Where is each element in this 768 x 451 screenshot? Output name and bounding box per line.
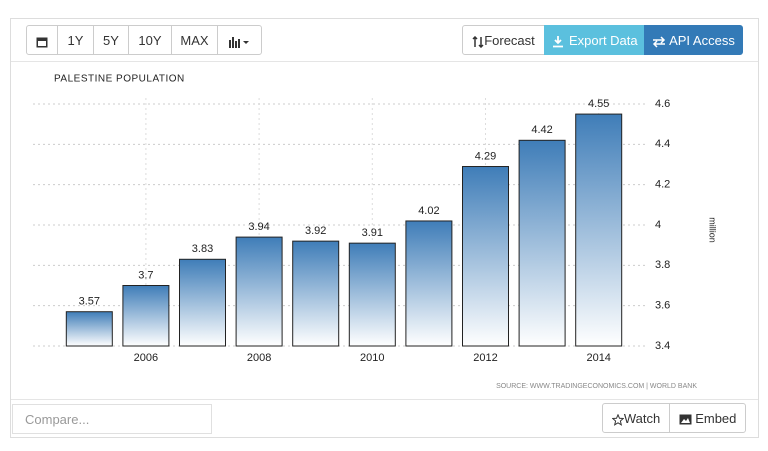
button-label: Embed [695, 411, 737, 426]
button-label: Forecast [484, 33, 535, 48]
export-button[interactable]: Export Data [544, 25, 645, 55]
chart-type-button[interactable] [217, 25, 262, 55]
data-label: 3.83 [192, 243, 213, 255]
bar [179, 258, 226, 347]
x-tick-label: 2012 [473, 352, 497, 364]
data-label: 3.7 [138, 269, 153, 281]
button-label: Watch [623, 411, 661, 426]
data-label: 3.91 [362, 227, 383, 239]
x-tick-label: 2014 [586, 352, 610, 364]
x-tick-label: 2006 [134, 352, 158, 364]
data-label: 3.94 [248, 221, 269, 233]
bar [65, 311, 113, 347]
y-tick-label: 3.6 [655, 300, 670, 312]
y-tick-label: 4.2 [655, 179, 670, 191]
range-button[interactable]: 1Y [57, 25, 94, 55]
range-button[interactable]: MAX [171, 25, 218, 55]
api-button[interactable]: API Access [644, 25, 743, 55]
bar [235, 236, 283, 347]
x-tick-label: 2008 [247, 352, 271, 364]
panel [10, 18, 759, 438]
bar [292, 240, 340, 347]
button-label: API Access [669, 33, 735, 48]
bar [518, 139, 566, 347]
y-tick-label: 3.8 [655, 259, 670, 271]
button-label: Export Data [568, 33, 638, 48]
data-label: 4.29 [475, 150, 496, 162]
y-tick-label: 4.4 [655, 138, 670, 150]
y-tick-label: 3.4 [655, 340, 670, 352]
data-label: 3.92 [305, 225, 326, 237]
data-label: 4.55 [588, 98, 609, 110]
forecast-button[interactable]: Forecast [462, 25, 545, 55]
bar [405, 220, 453, 347]
y-axis-label: million [708, 217, 718, 243]
chart-title: PALESTINE POPULATION [54, 74, 185, 85]
y-tick-label: 4.6 [655, 98, 670, 110]
range-button[interactable]: 10Y [128, 25, 172, 55]
watch-button[interactable]: Watch [602, 403, 670, 433]
bar [122, 285, 170, 347]
bar [348, 242, 396, 347]
bar [462, 166, 509, 347]
data-label: 4.02 [418, 205, 439, 217]
source: SOURCE: WWW.TRADINGECONOMICS.COM | WORLD… [496, 383, 697, 390]
calendar-button[interactable] [26, 25, 58, 55]
compare-input[interactable]: Compare... [12, 404, 212, 434]
x-tick-label: 2010 [360, 352, 384, 364]
data-label: 3.57 [79, 296, 100, 308]
y-tick-label: 4 [655, 219, 661, 231]
data-label: 4.42 [531, 124, 552, 136]
embed-button[interactable]: Embed [669, 403, 746, 433]
range-button[interactable]: 5Y [93, 25, 129, 55]
bar [575, 113, 623, 347]
